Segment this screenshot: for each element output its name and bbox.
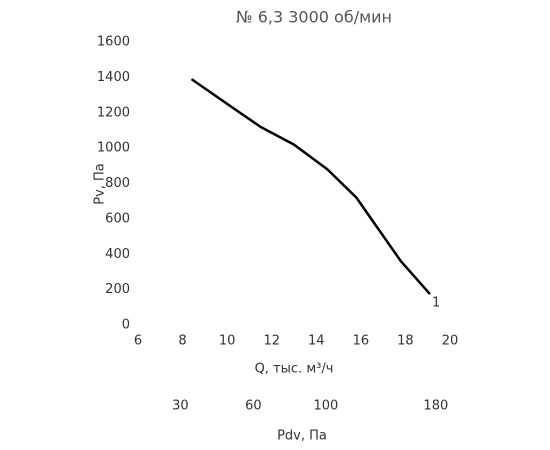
x-tick-label: 12 xyxy=(263,334,280,349)
curve-label: 1 xyxy=(432,296,440,311)
x-tick-label: 6 xyxy=(134,334,142,349)
chart-title: № 6,3 3000 об/мин xyxy=(236,8,392,27)
y-tick-label: 0 xyxy=(122,318,130,333)
x-tick-label: 10 xyxy=(219,334,236,349)
y-tick-label: 400 xyxy=(105,247,130,262)
y-tick-label: 1600 xyxy=(97,35,130,50)
x-tick-label: 16 xyxy=(353,334,370,349)
y-tick-label: 600 xyxy=(105,211,130,226)
y-axis-label: Pv, Па xyxy=(93,163,108,205)
x-tick-label: 20 xyxy=(442,334,459,349)
curve xyxy=(190,78,431,295)
y-tick-label: 200 xyxy=(105,282,130,297)
x-tick-label: 18 xyxy=(397,334,414,349)
y-tick-label: 1000 xyxy=(97,141,130,156)
x2-tick-label: 180 xyxy=(423,399,448,414)
x2-tick-label: 30 xyxy=(172,399,189,414)
x-axis-label: Q, тыс. м³/ч xyxy=(255,362,334,377)
y-tick-label: 1400 xyxy=(97,70,130,85)
y-tick-label: 800 xyxy=(105,176,130,191)
x-tick-label: 14 xyxy=(308,334,325,349)
x2-tick-label: 100 xyxy=(314,399,339,414)
x-tick-label: 8 xyxy=(178,334,186,349)
y-tick-label: 1200 xyxy=(97,105,130,120)
x2-axis-label: Pdv, Па xyxy=(277,429,327,444)
x2-tick-label: 60 xyxy=(245,399,262,414)
